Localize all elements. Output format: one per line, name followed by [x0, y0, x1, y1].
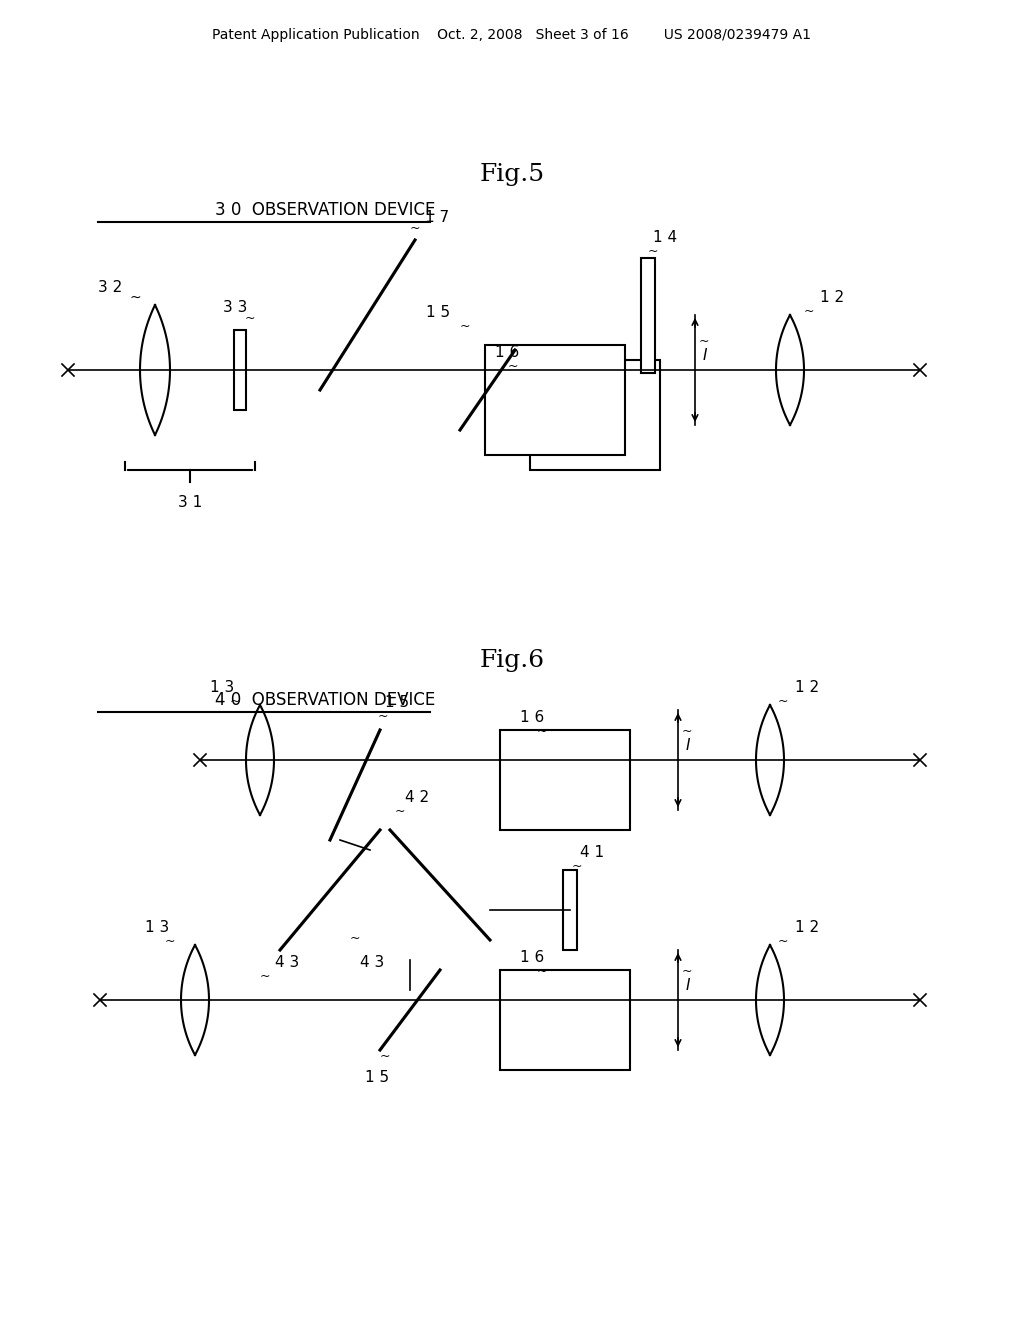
Text: ~: ~ [537, 725, 548, 738]
Text: ~: ~ [682, 725, 692, 738]
Text: ~: ~ [682, 965, 692, 978]
Text: 4 3: 4 3 [275, 954, 299, 970]
Bar [641, 257, 655, 372]
Bar [234, 330, 246, 411]
Text: 1 4: 1 4 [653, 230, 677, 246]
Text: 1 6: 1 6 [520, 950, 544, 965]
Text: 1 2: 1 2 [820, 290, 844, 305]
Bar [530, 360, 660, 470]
Text: ~: ~ [260, 970, 270, 983]
Text: 1 3: 1 3 [210, 680, 234, 696]
Text: I: I [686, 738, 690, 752]
Bar [485, 345, 625, 455]
Text: 4 1: 4 1 [580, 845, 604, 861]
Text: ~: ~ [508, 360, 518, 374]
Text: ~: ~ [572, 861, 583, 873]
Text: 1 3: 1 3 [145, 920, 169, 935]
Text: ~: ~ [129, 290, 141, 305]
Text: ~: ~ [410, 222, 421, 235]
Bar [500, 970, 630, 1071]
Text: 1 5: 1 5 [365, 1071, 389, 1085]
Text: ~: ~ [350, 932, 360, 945]
Text: 1 7: 1 7 [425, 210, 450, 224]
Bar [500, 730, 630, 830]
Text: ~: ~ [460, 319, 470, 333]
Text: 1 2: 1 2 [795, 680, 819, 696]
Text: 3 2: 3 2 [98, 280, 122, 294]
Text: 3 0  OBSERVATION DEVICE: 3 0 OBSERVATION DEVICE [215, 201, 435, 219]
Text: ~: ~ [378, 710, 388, 723]
Text: I: I [703, 347, 708, 363]
Bar [563, 870, 577, 950]
Text: I: I [686, 978, 690, 993]
Text: ~: ~ [395, 805, 406, 818]
Text: 1 5: 1 5 [385, 696, 410, 710]
Text: Fig.5: Fig.5 [479, 164, 545, 186]
Text: ~: ~ [537, 965, 548, 978]
Text: ~: ~ [804, 305, 814, 318]
Text: 4 3: 4 3 [360, 954, 384, 970]
Text: 3 1: 3 1 [178, 495, 202, 510]
Text: 4 2: 4 2 [406, 789, 429, 805]
Text: ~: ~ [699, 335, 710, 348]
Text: Patent Application Publication    Oct. 2, 2008   Sheet 3 of 16        US 2008/02: Patent Application Publication Oct. 2, 2… [213, 28, 811, 42]
Text: Fig.6: Fig.6 [479, 648, 545, 672]
Text: ~: ~ [778, 696, 788, 708]
Text: 1 2: 1 2 [795, 920, 819, 935]
Text: ~: ~ [648, 246, 658, 257]
Text: 1 6: 1 6 [495, 345, 519, 360]
Text: ~: ~ [230, 696, 241, 708]
Text: 4 0  OBSERVATION DEVICE: 4 0 OBSERVATION DEVICE [215, 690, 435, 709]
Text: ~: ~ [165, 935, 175, 948]
Text: 3 3: 3 3 [223, 300, 247, 315]
Text: ~: ~ [778, 935, 788, 948]
Text: 1 5: 1 5 [426, 305, 450, 319]
Text: ~: ~ [245, 312, 256, 325]
Text: 1 6: 1 6 [520, 710, 544, 725]
Text: ~: ~ [380, 1049, 390, 1063]
